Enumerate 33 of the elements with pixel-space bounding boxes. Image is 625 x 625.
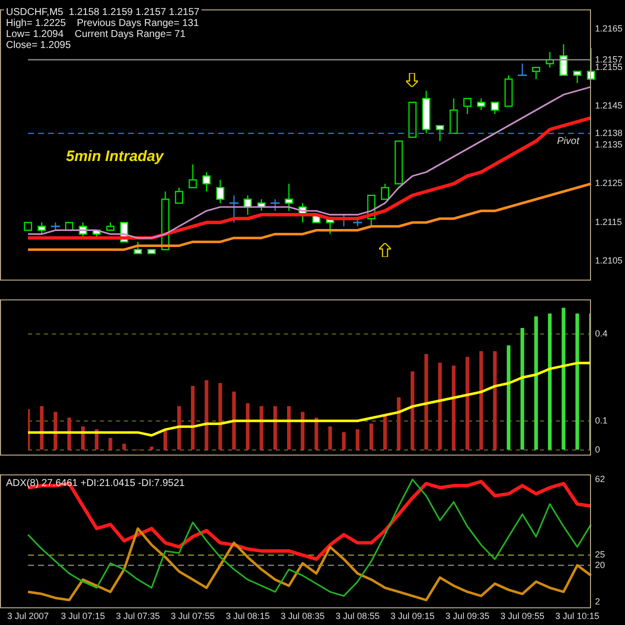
x-tick-label: 3 Jul 10:15 — [555, 611, 600, 622]
y-tick-label: 1.2138 — [595, 128, 623, 138]
y-tick-label: 62 — [595, 474, 606, 484]
y-tick-label: 1.2145 — [595, 100, 623, 111]
y-tick-label: 0 — [595, 444, 600, 454]
x-tick-label: 3 Jul 09:35 — [445, 611, 490, 622]
y-tick-label: 1.2135 — [595, 139, 623, 150]
x-tick-label: 3 Jul 07:35 — [116, 611, 160, 622]
x-tick-label: 3 Jul 09:55 — [500, 611, 544, 622]
ref-line-label: Pivot — [557, 136, 580, 148]
annotation: Low= 1.2094 Current Days Range= 71 — [6, 28, 186, 40]
x-tick-label: 3 Jul 08:35 — [280, 611, 325, 622]
y-tick-label: 1.2155 — [595, 62, 623, 72]
y-tick-label: 0.1 — [595, 415, 608, 426]
x-tick-label: 3 Jul 07:55 — [170, 611, 215, 622]
y-tick-label: 20 — [595, 560, 606, 570]
annotation: USDCHF,M5 1.2158 1.2159 1.2157 1.2157 — [6, 6, 200, 18]
x-tick-label: 3 Jul 07:15 — [60, 611, 105, 622]
x-tick-label: 3 Jul 2007 — [7, 611, 49, 622]
x-tick-label: 3 Jul 08:15 — [226, 611, 270, 622]
y-tick-label: 0.4 — [595, 328, 608, 339]
annotation: High= 1.2225 Previous Days Range= 131 — [6, 18, 200, 29]
y-tick-label: 1.2125 — [595, 178, 623, 188]
y-tick-label: 2 — [595, 596, 600, 607]
y-tick-label: 25 — [595, 550, 606, 560]
y-tick-label: 1.2165 — [595, 23, 623, 34]
y-tick-label: 1.2105 — [595, 256, 623, 266]
y-tick-label: 1.2115 — [595, 216, 622, 227]
x-tick-label: 3 Jul 09:15 — [390, 611, 435, 622]
annotation: Close= 1.2095 — [6, 40, 72, 51]
y-tick-label: 1.2157 — [595, 54, 623, 64]
x-tick-label: 3 Jul 08:55 — [336, 611, 380, 622]
annotation: 5min Intraday — [66, 148, 164, 166]
